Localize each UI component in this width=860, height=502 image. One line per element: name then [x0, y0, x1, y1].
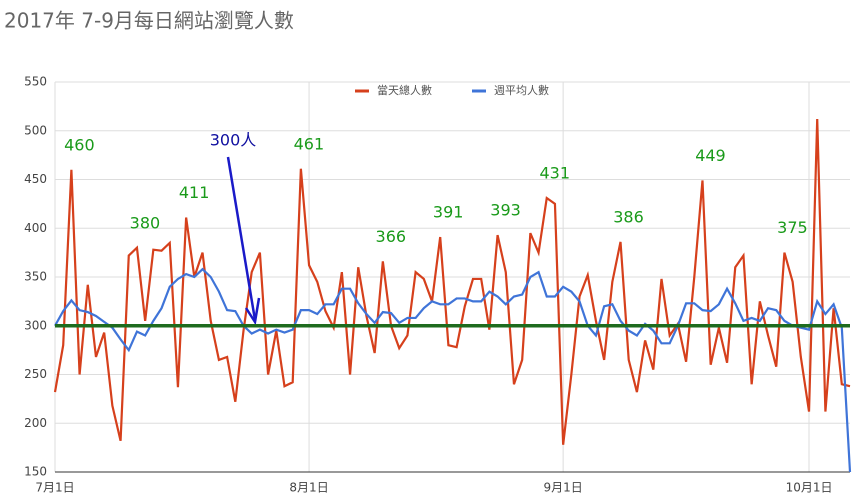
data-label: 366 — [376, 227, 407, 246]
y-tick-label: 400 — [24, 221, 47, 235]
y-tick-label: 500 — [24, 123, 47, 137]
y-tick-label: 550 — [24, 75, 47, 89]
data-label: 386 — [613, 207, 644, 226]
y-tick-label: 200 — [24, 416, 47, 430]
data-label: 411 — [179, 183, 210, 202]
series-line — [53, 119, 851, 445]
plot: 460 380 411 461 366 391 393 431 386 449 375 — [53, 119, 852, 473]
reference-label: 300人 — [210, 131, 257, 150]
chart-title: 2017年 7-9月每日網站瀏覽人數 — [4, 9, 294, 33]
y-tick-label: 300 — [24, 318, 47, 332]
grid — [54, 81, 850, 473]
data-label: 461 — [294, 134, 325, 153]
legend-label: 週平均人數 — [494, 84, 549, 97]
x-tick-label: 7月1日 — [35, 481, 74, 495]
data-label: 391 — [433, 203, 464, 222]
arrow-head — [244, 297, 261, 326]
annotation-arrow — [226, 156, 261, 326]
data-label: 449 — [695, 146, 726, 165]
data-label: 375 — [777, 218, 808, 237]
arrow-shaft — [226, 156, 257, 321]
legend-label: 當天總人數 — [377, 83, 432, 97]
x-tick-label: 10月1日 — [786, 481, 833, 495]
series-line — [54, 267, 852, 473]
y-tick-label: 150 — [24, 465, 47, 479]
data-label: 380 — [130, 213, 161, 232]
x-tick-label: 9月1日 — [544, 481, 583, 495]
y-tick-label: 450 — [24, 172, 47, 186]
y-tick-label: 350 — [24, 270, 47, 284]
data-label: 393 — [490, 201, 521, 220]
data-label: 460 — [64, 135, 95, 154]
x-tick-label: 8月1日 — [289, 481, 328, 495]
data-label: 431 — [539, 164, 570, 183]
y-tick-label: 250 — [24, 367, 47, 381]
